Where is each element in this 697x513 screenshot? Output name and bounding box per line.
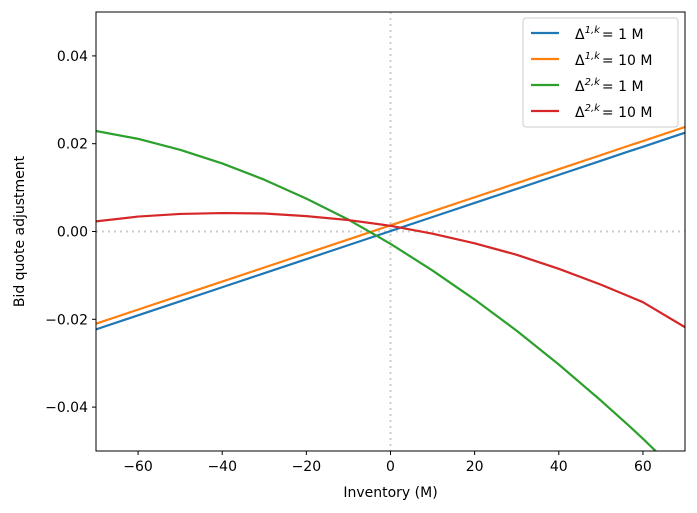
- legend-entry-label: Δ1,k = 10 M: [575, 51, 652, 69]
- x-tick-label: 60: [634, 459, 652, 475]
- y-tick-label: 0.00: [57, 225, 88, 241]
- x-tick-label: 0: [386, 459, 395, 475]
- series-line-3: [96, 129, 658, 451]
- y-tick-label: 0.04: [57, 49, 88, 65]
- x-axis-label: Inventory (M): [343, 485, 437, 501]
- legend-entry-label: Δ1,k = 1 M: [575, 25, 644, 43]
- series-line-4: [96, 211, 685, 329]
- series-line-1: [96, 131, 685, 331]
- x-tick-label: 20: [466, 459, 484, 475]
- y-tick-label: 0.02: [57, 137, 88, 153]
- x-tick-label: 40: [550, 459, 568, 475]
- x-tick-label: −40: [207, 459, 237, 475]
- series-line-2: [96, 125, 685, 325]
- legend: Δ1,k = 1 M Δ1,k = 10 M Δ2,k = 1 M Δ2,k = 10 M: [522, 17, 679, 128]
- y-axis: −0.04 −0.02 0.00 0.02 0.04: [45, 49, 96, 416]
- x-tick-label: −20: [292, 459, 322, 475]
- x-axis: −60 −40 −20 0 20 40 60: [123, 451, 652, 475]
- legend-box: [522, 17, 679, 128]
- legend-entry-label: Δ2,k = 10 M: [575, 103, 652, 121]
- x-tick-label: −60: [123, 459, 153, 475]
- y-tick-label: −0.04: [45, 400, 88, 416]
- legend-entry-label: Δ2,k = 1 M: [575, 77, 644, 95]
- y-axis-label: Bid quote adjustment: [12, 155, 28, 307]
- y-tick-label: −0.02: [45, 312, 88, 328]
- series-layer: [96, 125, 685, 451]
